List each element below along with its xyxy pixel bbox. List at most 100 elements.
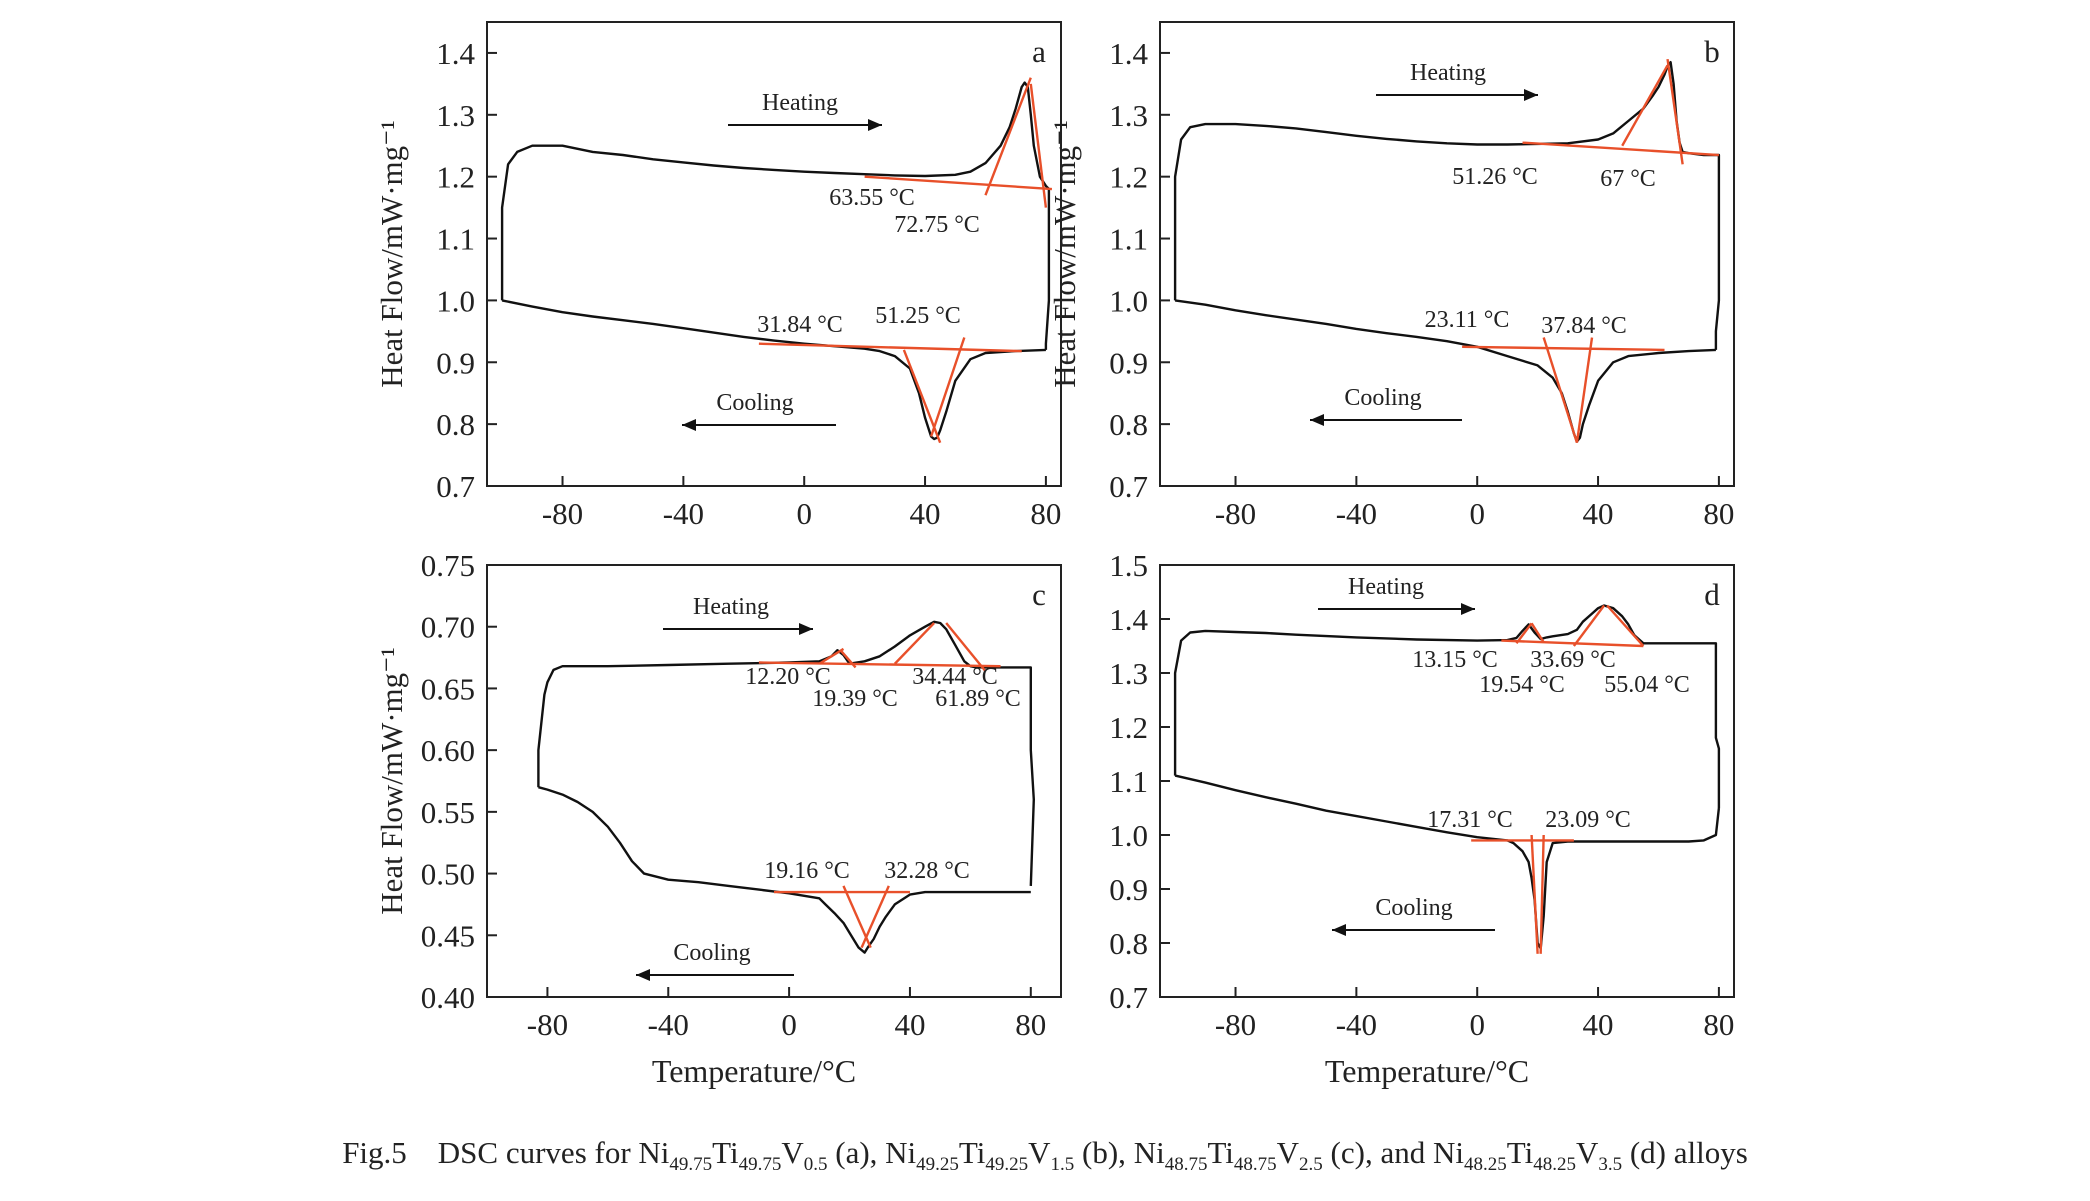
y-tick-label: 0.8: [1109, 926, 1148, 961]
plot-frame: [1159, 564, 1735, 998]
tangent-line: [1501, 639, 1644, 648]
y-tick-label: 1.3: [436, 98, 475, 133]
tangent-line: [864, 175, 1053, 191]
y-tick-label: 1.4: [1109, 36, 1148, 71]
dsc-curve-heating: [500, 81, 1051, 350]
temperature-annotation: 31.84 °C: [757, 312, 843, 338]
dsc-curve-cooling: [1174, 299, 1716, 443]
x-tick-label: 40: [1583, 1007, 1614, 1042]
tangent-line: [1666, 58, 1684, 165]
x-tick-label: 80: [1015, 1007, 1046, 1042]
chart-panel-c: 0.40 0.45 0.50 0.55 0.60 0.65 0.70 0.75 -80 -40 0 4…: [374, 548, 1062, 1089]
x-tick-label: 40: [910, 496, 941, 531]
tangent-line: [839, 649, 857, 669]
x-tick-label: -40: [648, 1007, 689, 1042]
heating-label: Heating: [1410, 60, 1486, 86]
y-tick-label: 1.1: [1109, 222, 1148, 257]
tangent-line: [1575, 337, 1594, 443]
panel-label: d: [1704, 577, 1720, 612]
cooling-arrow-head: [1332, 924, 1346, 936]
y-tick-label: 1.4: [1109, 602, 1148, 637]
x-axis-label: Temperature/°C: [1325, 1053, 1529, 1089]
y-tick-label: 0.9: [1109, 872, 1148, 907]
y-tick-label: 0.7: [1109, 469, 1148, 504]
x-tick-label: -80: [542, 496, 583, 531]
x-tick-label: 40: [894, 1007, 925, 1042]
panel-label: a: [1032, 34, 1046, 69]
dsc-curve-heating: [537, 620, 1036, 886]
temperature-annotation: 61.89 °C: [935, 686, 1021, 712]
y-tick-label: 1.3: [1109, 98, 1148, 133]
heating-arrow-head: [1524, 89, 1538, 101]
x-tick-label: -80: [527, 1007, 568, 1042]
temperature-annotation: 55.04 °C: [1604, 672, 1690, 698]
cooling-label: Cooling: [716, 390, 793, 416]
x-tick-label: 80: [1703, 1007, 1734, 1042]
tangent-line: [929, 337, 966, 437]
y-tick-label: 1.5: [1109, 548, 1148, 583]
temperature-annotation: 19.16 °C: [764, 858, 850, 884]
panel-label: b: [1704, 34, 1720, 69]
tangent-line: [1530, 622, 1545, 643]
temperature-annotation: 12.20 °C: [745, 664, 831, 690]
heating-arrow-head: [799, 623, 813, 635]
chart-panel-b: 0.7 0.8 0.9 1.0 1.1 1.2 1.3 1.4 -80 -40 0 40 80 Heat …: [1047, 21, 1735, 531]
cooling-label: Cooling: [673, 940, 750, 966]
caption-label: Fig.5: [342, 1135, 407, 1170]
tangent-line: [758, 342, 1022, 353]
y-axis-label: Heat Flow/mW·mg⁻¹: [374, 120, 409, 388]
caption-alloy-c: Ni48.75Ti48.75V2.5: [1133, 1135, 1323, 1176]
tangent-line: [1522, 141, 1719, 157]
y-tick-label: 1.2: [1109, 160, 1148, 195]
temperature-annotation: 13.15 °C: [1412, 647, 1498, 673]
tangent-line: [860, 885, 890, 949]
y-tick-label: 0.8: [1109, 407, 1148, 442]
temperature-annotation: 72.75 °C: [894, 212, 980, 238]
caption-alloy-a: Ni49.75Ti49.75V0.5: [638, 1135, 828, 1176]
x-tick-label: 80: [1030, 496, 1061, 531]
figure-caption: Fig.5 DSC curves for Ni49.75Ti49.75V0.5 …: [342, 1135, 1748, 1176]
tangent-line: [1029, 83, 1048, 208]
tangent-line: [945, 622, 987, 672]
tangent-line: [1542, 337, 1579, 444]
tangent-line: [1515, 622, 1533, 645]
dsc-curve-cooling: [501, 299, 1046, 441]
y-tick-label: 0.9: [436, 345, 475, 380]
chart-panel-a: 0.7 0.8 0.9 1.0 1.1 1.2 1.3 1.4 -80 -40 0 40 80 Heat …: [374, 21, 1062, 531]
y-tick-label: 1.4: [436, 36, 475, 71]
heating-label: Heating: [762, 90, 838, 116]
temperature-annotation: 17.31 °C: [1427, 807, 1513, 833]
temperature-annotation: 19.54 °C: [1479, 672, 1565, 698]
tangent-line: [1572, 604, 1606, 647]
tangent-line: [758, 661, 1001, 668]
temperature-annotation: 37.84 °C: [1541, 313, 1627, 339]
x-tick-label: 40: [1583, 496, 1614, 531]
tangent-line: [818, 647, 845, 665]
temperature-annotation: 51.25 °C: [875, 303, 961, 329]
y-tick-label: 0.75: [421, 548, 475, 583]
y-tick-label: 1.1: [1109, 764, 1148, 799]
x-tick-label: -40: [663, 496, 704, 531]
tangent-line: [1539, 834, 1545, 954]
x-tick-label: 0: [1469, 1007, 1485, 1042]
temperature-annotation: 33.69 °C: [1530, 647, 1616, 673]
y-tick-label: 0.55: [421, 795, 475, 830]
y-tick-label: 1.1: [436, 222, 475, 257]
dsc-curve-cooling: [1174, 774, 1721, 950]
plot-frame: [1159, 21, 1735, 487]
temperature-annotation: 19.39 °C: [812, 686, 898, 712]
tangent-line: [1621, 64, 1669, 147]
y-tick-label: 0.65: [421, 671, 475, 706]
temperature-annotation: 67 °C: [1600, 166, 1656, 192]
tangent-line: [1462, 345, 1665, 352]
x-tick-label: 80: [1703, 496, 1734, 531]
y-tick-label: 1.2: [1109, 710, 1148, 745]
y-tick-label: 1.0: [436, 283, 475, 318]
caption-intro: DSC curves for: [437, 1135, 639, 1170]
caption-alloy-b: Ni49.25Ti49.25V1.5: [885, 1135, 1075, 1176]
temperature-annotation: 23.09 °C: [1545, 807, 1631, 833]
x-tick-label: 0: [1469, 496, 1485, 531]
y-axis-label: Heat Flow/mW·mg⁻¹: [374, 647, 409, 915]
y-tick-label: 0.60: [421, 733, 475, 768]
